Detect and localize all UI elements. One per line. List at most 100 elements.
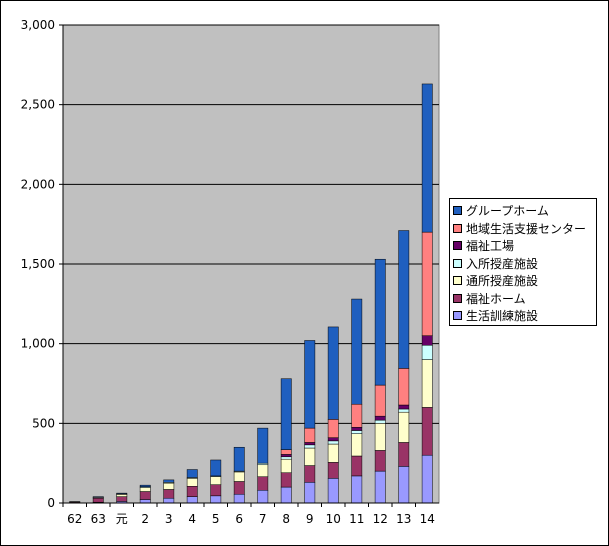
bar-segment-s1-2 [116,496,128,502]
legend-swatch [453,311,462,321]
bar-segment-s4-10 [304,442,316,446]
bar-segment-s4-11 [327,437,339,442]
x-tick-label: 9 [306,512,314,526]
bar-segment-s6-10 [304,340,316,429]
bar-segment-s1-11 [327,462,339,479]
x-axis: 62 63 元 2 3 4 5 6 7 8 9 10 11 12 13 14 [62,502,439,526]
bar-segment-s0-8 [257,490,269,504]
bar-segment-s2-12 [351,433,363,457]
bar-segment-s1-9 [280,472,292,488]
legend-item: グループホーム [453,202,596,220]
bar-segment-s2-0 [69,501,81,503]
bar-segment-s0-5 [186,496,198,504]
bar-segment-s6-14 [398,230,410,369]
bar-segment-s6-2 [116,492,128,495]
legend-swatch [453,258,462,268]
y-axis: 0 500 1,000 1,500 2,000 2,500 3,000 [21,18,64,510]
bar-segment-s2-9 [280,458,292,473]
bar-segment-s1-3 [139,491,151,500]
y-tick-label: 2,000 [21,177,55,191]
x-tick-label: 7 [259,512,267,526]
bars [69,83,433,504]
legend-swatch [453,223,462,233]
legend-item: 生活訓練施設 [453,307,596,325]
bar-segment-s2-11 [327,443,339,463]
bar-segment-s1-6 [210,484,222,497]
y-tick-label: 1,500 [21,257,55,271]
legend-item: 通所授産施設 [453,272,596,290]
bar-segment-s6-9 [280,378,292,450]
bar-segment-s6-5 [186,469,198,478]
bar-segment-s2-13 [374,423,386,451]
bar-segment-s0-14 [398,466,410,504]
bar-segment-s2-4 [163,482,175,490]
bar-segment-s3-12 [351,430,363,434]
legend-label: 入所授産施設 [466,256,539,271]
bar-segment-s6-1 [92,496,104,498]
bar-segment-s0-12 [351,475,363,504]
bar-segment-s6-3 [139,484,151,487]
bar-segment-s1-15 [421,407,433,456]
bar-segment-s1-7 [233,481,245,495]
x-tick-label: 2 [141,512,149,526]
legend-label: 地域生活支援センター [466,221,587,236]
bar-segment-s0-15 [421,454,433,504]
bar-segment-s1-1 [92,497,104,503]
bar-segment-s1-5 [186,486,198,497]
bar-segment-s5-11 [327,419,339,438]
x-tick-label: 8 [282,512,290,526]
x-tick-label: 4 [188,512,196,526]
bar-segment-s4-9 [280,454,292,458]
bar-segment-s6-6 [210,459,222,477]
x-tick-label: 3 [165,512,173,526]
legend-label: 福祉ホーム [466,291,526,306]
legend-swatch [453,276,462,286]
bar-segment-s6-8 [257,427,269,464]
bar-segment-s2-7 [233,471,245,482]
x-tick-label: 12 [373,512,388,526]
bar-segment-s3-9 [280,456,292,460]
legend-swatch [453,293,462,303]
bar-segment-s5-15 [421,231,433,336]
bar-segment-s3-10 [304,444,316,449]
bar-segment-s2-3 [139,487,151,492]
bar-segment-s4-13 [374,415,386,421]
bar-segment-s6-4 [163,479,175,483]
x-tick-label: 5 [212,512,220,526]
bar-segment-s0-7 [233,493,245,504]
x-tick-label: 14 [420,512,435,526]
bar-segment-s4-14 [398,404,410,410]
bar-segment-s0-13 [374,470,386,504]
legend-swatch [453,206,462,216]
bar-segment-s1-13 [374,450,386,472]
y-tick-label: 0 [47,496,55,510]
bar-segment-s5-13 [374,384,386,417]
bar-segment-s0-3 [139,499,151,504]
bar-segment-s6-12 [351,298,363,405]
bar-segment-s2-8 [257,464,269,477]
bar-segment-s1-14 [398,442,410,467]
bar-segment-s1-12 [351,455,363,477]
bar-segment-s6-13 [374,258,386,386]
bar-segment-s5-12 [351,403,363,428]
bar-segment-s0-4 [163,497,175,504]
bar-segment-s0-6 [210,495,222,504]
bar-segment-s3-15 [421,345,433,360]
bar-segment-s3-13 [374,419,386,424]
x-tick-label: 10 [326,512,341,526]
legend-item: 福祉ホーム [453,290,596,308]
x-tick-label: 63 [91,512,106,526]
x-tick-label: 元 [116,512,128,526]
bar-segment-s6-7 [233,446,245,472]
bar-segment-s2-6 [210,476,222,485]
bar-segment-s1-4 [163,489,175,499]
bar-segment-s5-14 [398,368,410,406]
y-tick-label: 1,000 [21,337,55,351]
bar-segment-s6-11 [327,326,339,420]
legend-swatch [453,241,462,251]
bar-segment-s2-14 [398,411,410,443]
y-tick-label: 2,500 [21,98,55,112]
legend-label: 生活訓練施設 [466,309,539,324]
